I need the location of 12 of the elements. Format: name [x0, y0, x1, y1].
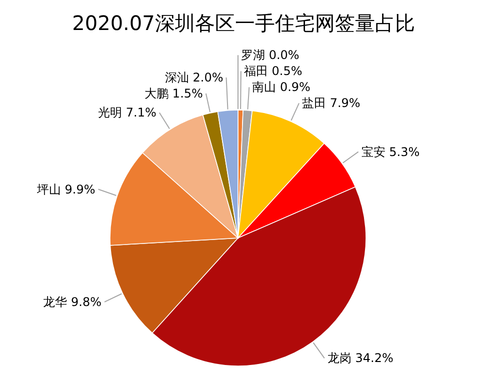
slice-label: 龙华 9.8%	[43, 294, 102, 309]
slice-label: 坪山 9.9%	[36, 182, 96, 196]
slice-label: 盐田 7.9%	[302, 96, 360, 110]
chart-title: 2020.07深圳各区一手住宅网签量占比	[72, 11, 415, 35]
slice-label: 光明 7.1%	[98, 106, 156, 120]
slice-label: 大鹏 1.5%	[144, 86, 203, 101]
slice-label: 南山 0.9%	[252, 80, 310, 94]
category-label: 罗湖 0.0%	[241, 48, 300, 62]
slice-label: 福田 0.5%	[244, 64, 302, 78]
slice-label: 深汕 2.0%	[164, 70, 224, 85]
slice-label: 宝安 5.3%	[361, 144, 420, 159]
slice-label: 龙岗 34.2%	[327, 351, 394, 366]
